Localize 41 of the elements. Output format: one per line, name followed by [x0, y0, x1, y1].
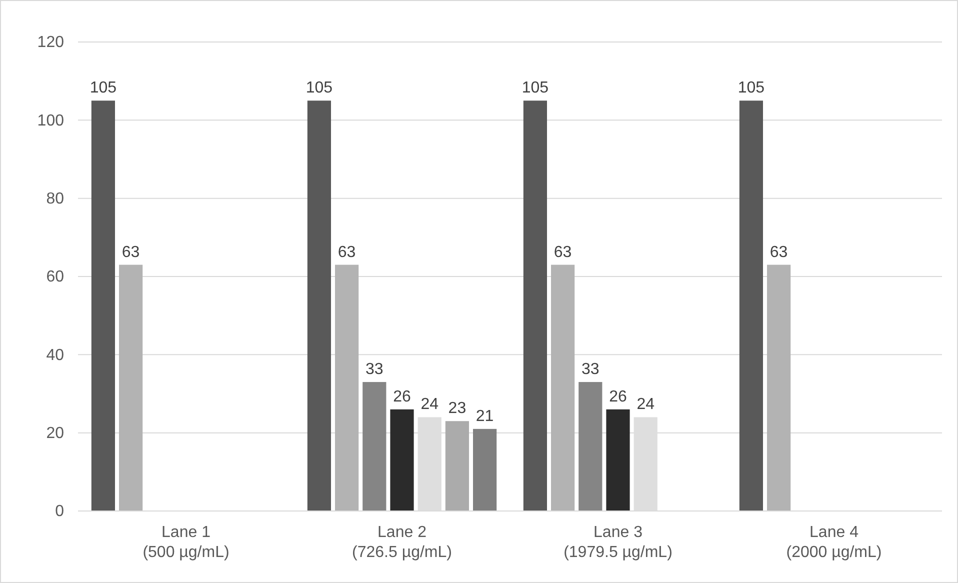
data-label: 63 [122, 244, 140, 261]
y-tick-label: 100 [37, 112, 64, 130]
y-tick-label: 120 [37, 34, 64, 52]
data-label: 63 [338, 244, 356, 261]
data-label: 105 [90, 80, 117, 97]
bar [523, 100, 547, 511]
data-label: 21 [476, 408, 494, 425]
y-tick-label: 60 [46, 268, 64, 286]
y-tick-label: 20 [46, 424, 64, 442]
x-tick-label: Lane 3 (1979.5 µg/mL) [564, 524, 672, 561]
data-label: 23 [448, 400, 466, 418]
bar [578, 382, 602, 511]
bar [335, 264, 359, 511]
bar [362, 382, 386, 511]
data-label: 63 [770, 244, 788, 261]
x-tick-label: Lane 4 (2000 µg/mL) [786, 524, 882, 561]
y-tick-label: 0 [55, 503, 64, 520]
data-label: 105 [738, 80, 765, 97]
bar [445, 421, 469, 511]
data-label: 105 [306, 80, 333, 97]
data-label: 63 [554, 244, 572, 261]
data-label: 24 [420, 396, 439, 414]
y-tick-label: 40 [46, 346, 64, 364]
bar [606, 409, 630, 511]
bar [473, 428, 497, 511]
data-label: 105 [522, 80, 549, 97]
bar [91, 100, 115, 511]
data-label: 33 [366, 361, 384, 378]
x-tick-label: Lane 2 (726.5 µg/mL) [352, 524, 452, 561]
bar [551, 264, 575, 511]
data-label: 26 [393, 388, 411, 406]
bar [767, 264, 791, 511]
bar [307, 100, 331, 511]
data-label: 26 [609, 388, 627, 406]
bar [390, 409, 414, 511]
bar [739, 100, 763, 511]
y-tick-label: 80 [46, 190, 64, 208]
x-tick-label: Lane 1 (500 µg/mL) [142, 524, 230, 561]
bar [119, 264, 143, 511]
data-label: 24 [636, 396, 655, 414]
data-label: 33 [582, 361, 600, 378]
